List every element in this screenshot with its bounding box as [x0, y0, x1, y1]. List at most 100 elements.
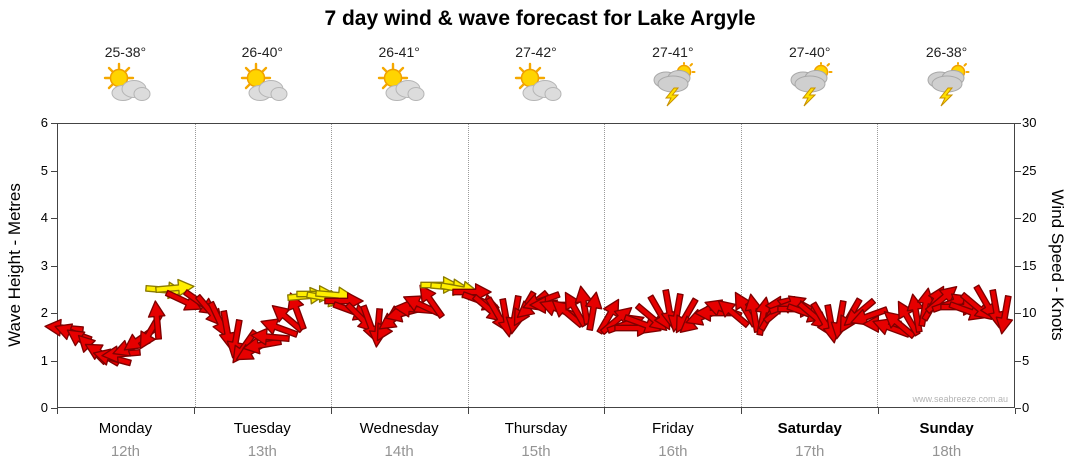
weekday-label: Sunday — [919, 420, 974, 437]
sun-cloud-icon — [57, 62, 194, 113]
y-tick-label-right: 30 — [1022, 115, 1037, 130]
y-tick-mark-left — [51, 123, 57, 124]
day-column: 27-42° — [468, 44, 605, 60]
weekday-label: Tuesday — [233, 420, 291, 437]
wind-arrow — [249, 325, 291, 348]
y-tick-mark-left — [51, 313, 57, 314]
y-tick-mark-right — [1015, 313, 1021, 314]
date-label: 15th — [521, 443, 551, 460]
day-column: 27-40° — [741, 44, 878, 60]
right-axis-title: Wind Speed - Knots — [1048, 189, 1067, 341]
day-column — [331, 62, 468, 114]
day-separator — [467, 124, 469, 407]
y-tick-mark-right — [1015, 170, 1021, 172]
day-column — [741, 62, 878, 114]
x-tick-mark — [604, 408, 606, 414]
weather-icons-row — [57, 62, 1015, 114]
wind-arrow — [846, 300, 890, 332]
wind-arrow — [257, 312, 301, 344]
day-column: 26-41° — [331, 44, 468, 60]
x-tick-mark — [1015, 408, 1016, 414]
y-tick-mark-left — [51, 218, 57, 219]
day-column: 26-38° — [878, 44, 1015, 60]
x-tick-mark — [193, 408, 195, 414]
x-tick-mark — [57, 408, 58, 414]
day-column: 26-40° — [194, 44, 331, 60]
wind-arrow — [621, 308, 665, 340]
watermark: www.seabreeze.com.au — [912, 394, 1008, 404]
y-tick-mark-right — [1015, 360, 1021, 362]
day-separator — [604, 124, 606, 407]
day-temperature: 27-42° — [515, 44, 557, 60]
y-tick-mark-right — [1015, 408, 1021, 409]
plot-area: www.seabreeze.com.au — [44, 123, 1015, 408]
wind-arrow — [324, 291, 364, 311]
day-column — [468, 62, 605, 114]
y-tick-mark-left — [51, 265, 57, 267]
y-tick-label-right: 25 — [1022, 162, 1037, 178]
day-column: Tuesday 13th — [194, 420, 331, 460]
day-separator — [194, 124, 196, 407]
date-label: 16th — [658, 443, 688, 460]
y-tick-label-left: 5 — [40, 162, 48, 178]
weekday-label: Saturday — [777, 420, 842, 437]
day-temperature: 27-40° — [789, 44, 831, 60]
weekday-label: Monday — [98, 420, 153, 437]
day-column: Wednesday 14th — [331, 420, 468, 460]
wind-arrow — [968, 281, 1005, 326]
y-tick-label-right: 0 — [1022, 400, 1030, 415]
y-tick-label-left: 3 — [40, 257, 48, 273]
day-column — [878, 62, 1015, 114]
day-column — [57, 62, 194, 114]
y-tick-label-right: 5 — [1022, 352, 1030, 368]
day-temperature: 25-38° — [104, 44, 147, 60]
y-tick-mark-left — [51, 408, 57, 409]
date-label: 12th — [110, 443, 141, 460]
page-title: 7 day wind & wave forecast for Lake Argy… — [324, 7, 756, 30]
sun-cloud-icon — [331, 62, 468, 113]
day-column — [604, 62, 741, 114]
wind-arrow — [992, 293, 1019, 336]
wind-arrow — [411, 279, 450, 323]
sun-cloud-icon — [468, 62, 605, 113]
wind-arrow — [214, 308, 241, 351]
wind-arrow — [580, 289, 607, 332]
day-temperature: 26-41° — [378, 44, 420, 60]
wind-arrow — [630, 298, 673, 339]
wind-arrow — [146, 299, 169, 341]
left-axis-title: Wave Height - Metres — [5, 183, 24, 347]
day-temperature: 27-41° — [652, 44, 694, 60]
weekday-label: Friday — [652, 420, 694, 437]
x-tick-mark — [878, 408, 880, 414]
date-label: 14th — [384, 443, 414, 460]
y-tick-label-left: 6 — [40, 115, 48, 130]
y-tick-label-left: 1 — [40, 352, 48, 368]
day-column: 27-41° — [604, 44, 741, 60]
temperature-row: 25-38° 26-40° 26-41° 27-42° 27-41° 27-40° 26-3… — [57, 44, 1015, 60]
day-labels-row: Monday 12th Tuesday 13th Wednesday 14th Thursd… — [57, 420, 1015, 460]
day-separator — [877, 124, 879, 407]
storm-cloud-icon — [878, 62, 1015, 113]
date-label: 17th — [795, 443, 825, 460]
day-column: Monday 12th — [57, 420, 194, 460]
y-tick-mark-right — [1015, 218, 1021, 219]
y-tick-mark-right — [1015, 265, 1021, 267]
weekday-label: Thursday — [504, 420, 568, 437]
date-label: 18th — [931, 443, 962, 460]
day-separator — [740, 124, 742, 407]
y-tick-label-left: 2 — [40, 305, 48, 320]
y-tick-label-right: 10 — [1022, 305, 1037, 320]
wind-arrow — [162, 284, 207, 319]
day-temperature: 26-40° — [241, 44, 283, 60]
y-tick-label-left: 4 — [40, 210, 48, 225]
day-column — [194, 62, 331, 114]
y-tick-mark-right — [1015, 123, 1021, 124]
wind-arrow — [452, 282, 492, 302]
day-column: Sunday 18th — [878, 420, 1015, 460]
y-tick-mark-left — [51, 360, 57, 362]
x-tick-mark — [330, 408, 332, 414]
day-separator — [331, 124, 333, 407]
y-tick-mark-left — [51, 170, 57, 172]
day-column: Friday 16th — [604, 420, 741, 460]
